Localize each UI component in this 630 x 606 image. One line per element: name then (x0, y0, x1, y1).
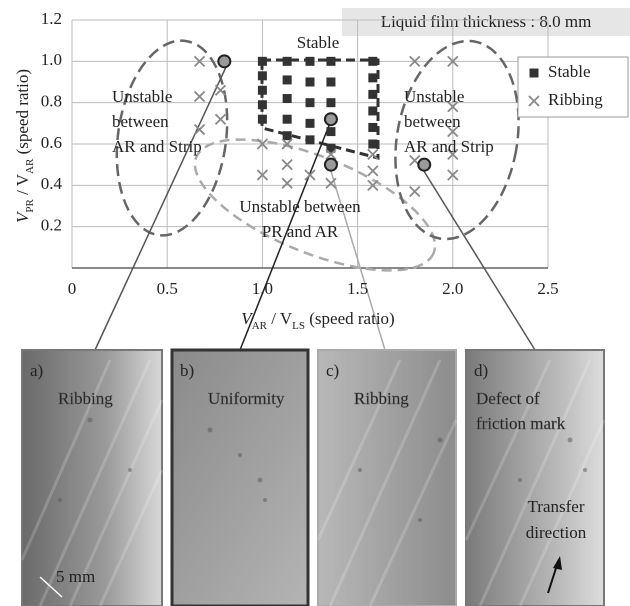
y-tick-label: 0.4 (41, 174, 63, 193)
annotation: Unstable (112, 87, 172, 106)
annotation: Stable (297, 33, 340, 52)
stable-marker (306, 135, 315, 144)
legend-label: Ribbing (548, 90, 603, 109)
stable-marker (306, 98, 315, 107)
scale-label: 5 mm (56, 567, 95, 586)
stable-marker (283, 75, 292, 84)
ribbing-marker (282, 178, 292, 188)
annotation: AR and Strip (404, 137, 494, 156)
subscript: PR (24, 199, 36, 213)
subscript: AR (252, 320, 268, 332)
legend-marker (530, 69, 539, 78)
ribbing-marker (195, 91, 205, 101)
legend-label: Stable (548, 62, 591, 81)
highlight-point (325, 159, 337, 171)
highlight-point (218, 55, 230, 67)
x-tick-label: 0.5 (157, 279, 178, 298)
annotation: between (404, 112, 461, 131)
stable-marker (368, 57, 377, 66)
annotation: PR and AR (262, 222, 339, 241)
x-axis-label: VAR / VLS (speed ratio) (241, 309, 394, 332)
y-tick-label: 1.2 (41, 9, 62, 28)
ribbing-marker (216, 114, 226, 124)
stable-marker (368, 123, 377, 132)
connector (95, 67, 226, 350)
stable-marker (306, 57, 315, 66)
x-tick-label: 1.0 (252, 279, 273, 298)
x-tick-label: 1.5 (347, 279, 368, 298)
ribbing-marker (410, 187, 420, 197)
subscript: LS (292, 320, 305, 332)
stable-marker (258, 71, 267, 80)
highlight-point (418, 159, 430, 171)
chart-title: Liquid film thickness : 8.0 mm (381, 12, 592, 31)
stable-marker (283, 131, 292, 140)
label-part: (speed ratio) (305, 309, 395, 328)
stable-marker (258, 100, 267, 109)
y-tick-label: 0.6 (41, 133, 62, 152)
label-part: (speed ratio) (13, 69, 32, 159)
panel-caption: Defect of (476, 389, 540, 408)
stable-region (262, 60, 378, 158)
subscript: AR (24, 158, 36, 174)
panel-letter: c) (326, 361, 339, 380)
stable-marker (368, 90, 377, 99)
panel-letter: d) (474, 361, 488, 380)
stable-marker (283, 115, 292, 124)
y-tick-label: 1.0 (41, 50, 62, 69)
panel-caption: friction mark (476, 414, 566, 433)
label-part: / V (13, 173, 32, 199)
label-part: / V (267, 309, 293, 328)
stable-marker (326, 127, 335, 136)
ribbing-marker (368, 166, 378, 176)
panel-letter: a) (30, 361, 43, 380)
stable-marker (306, 78, 315, 87)
panel-letter: b) (180, 361, 194, 380)
annotation: Unstable (404, 87, 464, 106)
stable-marker (283, 57, 292, 66)
stable-marker (306, 119, 315, 128)
transfer-label: direction (526, 523, 587, 542)
panel-caption: Uniformity (208, 389, 285, 408)
stable-marker (368, 140, 377, 149)
stable-marker (326, 78, 335, 87)
y-tick-label: 0.8 (41, 92, 62, 111)
annotation: between (112, 112, 169, 131)
panel-caption: Ribbing (58, 389, 113, 408)
connector (422, 168, 535, 350)
stable-marker (283, 94, 292, 103)
ribbing-marker (368, 149, 378, 159)
annotation: Unstable between (239, 197, 361, 216)
stable-marker (368, 73, 377, 82)
stable-marker (258, 86, 267, 95)
stable-marker (258, 115, 267, 124)
stable-marker (326, 57, 335, 66)
panel-caption: Ribbing (354, 389, 409, 408)
ribbing-marker (216, 85, 226, 95)
figure: Liquid film thickness : 8.0 mm 0.2 0.4 0.6… (0, 0, 630, 606)
ribbing-marker (195, 125, 205, 135)
y-tick-label: 0.2 (41, 216, 62, 235)
x-tick-label: 0 (68, 279, 77, 298)
transfer-label: Transfer (528, 497, 585, 516)
annotation: AR and Strip (112, 137, 202, 156)
x-tick-label: 2.5 (537, 279, 558, 298)
y-axis-label: VPR / VAR (speed ratio) (13, 69, 36, 223)
x-tick-label: 2.0 (442, 279, 463, 298)
stable-marker (258, 57, 267, 66)
stable-marker (326, 98, 335, 107)
ribbing-marker (282, 160, 292, 170)
stable-marker (368, 106, 377, 115)
highlight-point (325, 113, 337, 125)
